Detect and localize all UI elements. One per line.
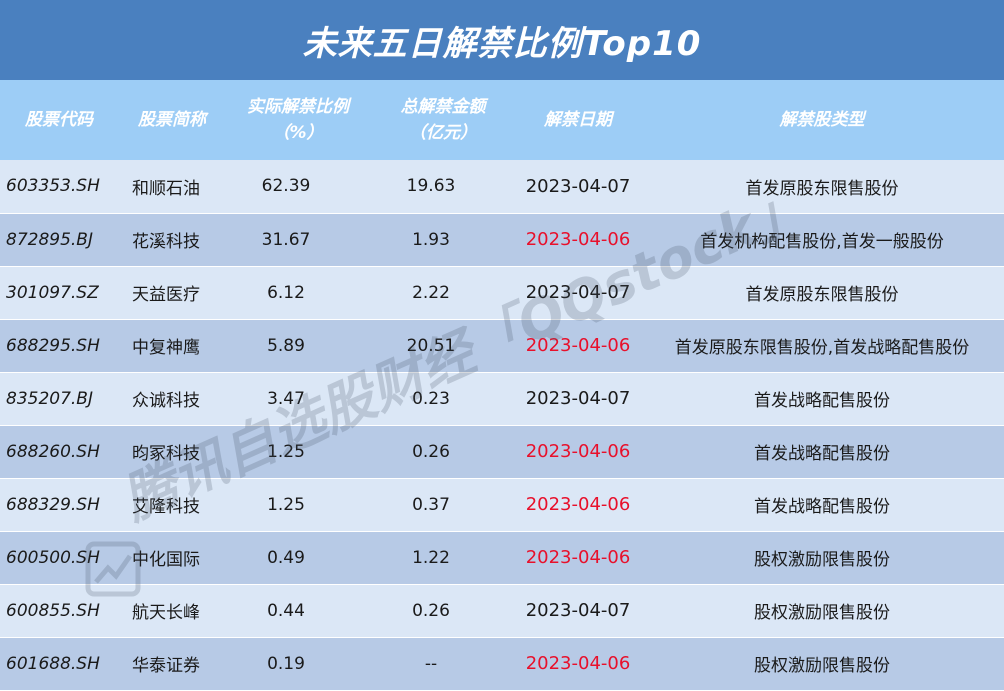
cell-unlock-amount: 20.51 [370, 318, 516, 372]
cell-unlock-type: 股权激励限售股份 [640, 583, 1004, 637]
header-amount: 总解禁金额 （亿元） [400, 97, 486, 143]
header-name: 股票简称 [138, 110, 206, 130]
cell-stock-name: 昀冢科技 [118, 424, 226, 478]
cell-unlock-amount: 2.22 [370, 265, 516, 319]
cell-unlock-type: 股权激励限售股份 [640, 530, 1004, 584]
table-row: 600500.SH 中化国际 0.49 1.22 2023-04-06 股权激励限售股份 [0, 530, 1004, 584]
cell-unlock-ratio: 6.12 [226, 265, 370, 319]
header-type: 解禁股类型 [779, 110, 865, 130]
cell-unlock-type: 首发战略配售股份 [640, 371, 1004, 425]
header-date: 解禁日期 [544, 110, 612, 130]
cell-stock-code: 600855.SH [0, 583, 118, 637]
table-row: 301097.SZ 天益医疗 6.12 2.22 2023-04-07 首发原股东限售股份 [0, 265, 1004, 319]
cell-unlock-date: 2023-04-07 [525, 175, 631, 197]
table-header-row: 股票代码 股票简称 实际解禁比例 （%） 总解禁金额 （亿元） 解禁日期 解禁股类型 [0, 80, 1004, 160]
cell-stock-code: 301097.SZ [0, 265, 118, 319]
cell-unlock-ratio: 0.44 [226, 583, 370, 637]
table-row: 688260.SH 昀冢科技 1.25 0.26 2023-04-06 首发战略配售股份 [0, 424, 1004, 478]
cell-stock-name: 中化国际 [118, 530, 226, 584]
cell-unlock-ratio: 1.25 [226, 424, 370, 478]
table-row: 603353.SH 和顺石油 62.39 19.63 2023-04-07 首发原股东限售… [0, 160, 1004, 213]
cell-unlock-date: 2023-04-06 [516, 477, 640, 531]
cell-stock-code: 872895.BJ [0, 212, 118, 266]
header-code: 股票代码 [25, 110, 93, 130]
cell-unlock-type: 首发机构配售股份,首发一般股份 [640, 212, 1004, 266]
cell-unlock-type: 首发战略配售股份 [640, 424, 1004, 478]
cell-unlock-ratio: 1.25 [226, 477, 370, 531]
cell-unlock-date: 2023-04-07 [516, 265, 640, 319]
cell-unlock-amount: 0.26 [370, 424, 516, 478]
cell-stock-code: 688295.SH [0, 318, 118, 372]
cell-unlock-ratio: 31.67 [226, 212, 370, 266]
cell-unlock-date: 2023-04-07 [516, 583, 640, 637]
cell-unlock-type: 首发原股东限售股份 [745, 178, 899, 199]
table-row: 872895.BJ 花溪科技 31.67 1.93 2023-04-06 首发机构配售股份… [0, 212, 1004, 266]
cell-unlock-type: 股权激励限售股份 [640, 636, 1004, 690]
cell-stock-name: 中复神鹰 [118, 318, 226, 372]
cell-stock-name: 艾隆科技 [118, 477, 226, 531]
cell-stock-name: 天益医疗 [118, 265, 226, 319]
cell-unlock-ratio: 62.39 [261, 176, 311, 197]
cell-unlock-amount: 0.26 [370, 583, 516, 637]
cell-stock-name: 众诚科技 [118, 371, 226, 425]
cell-stock-code: 603353.SH [6, 176, 100, 197]
table-row: 688329.SH 艾隆科技 1.25 0.37 2023-04-06 首发战略配售股份 [0, 477, 1004, 531]
header-ratio: 实际解禁比例 （%） [247, 97, 349, 143]
cell-unlock-ratio: 5.89 [226, 318, 370, 372]
cell-unlock-type: 首发战略配售股份 [640, 477, 1004, 531]
cell-unlock-ratio: 0.19 [226, 636, 370, 690]
cell-unlock-amount: 0.23 [370, 371, 516, 425]
cell-stock-name: 花溪科技 [118, 212, 226, 266]
cell-unlock-date: 2023-04-06 [516, 318, 640, 372]
cell-unlock-amount: 0.37 [370, 477, 516, 531]
cell-unlock-date: 2023-04-06 [516, 212, 640, 266]
cell-stock-code: 835207.BJ [0, 371, 118, 425]
cell-stock-name: 华泰证券 [118, 636, 226, 690]
cell-unlock-date: 2023-04-06 [516, 424, 640, 478]
cell-stock-code: 600500.SH [0, 530, 118, 584]
cell-stock-name: 航天长峰 [118, 583, 226, 637]
cell-unlock-date: 2023-04-06 [516, 636, 640, 690]
table-row: 600855.SH 航天长峰 0.44 0.26 2023-04-07 股权激励限售股份 [0, 583, 1004, 637]
cell-unlock-date: 2023-04-07 [516, 371, 640, 425]
cell-unlock-amount: 19.63 [406, 176, 456, 197]
cell-unlock-type: 首发原股东限售股份 [640, 265, 1004, 319]
cell-stock-code: 688260.SH [0, 424, 118, 478]
cell-unlock-date: 2023-04-06 [516, 530, 640, 584]
cell-stock-name: 和顺石油 [132, 178, 200, 199]
cell-unlock-amount: 1.22 [370, 530, 516, 584]
cell-unlock-type: 首发原股东限售股份,首发战略配售股份 [640, 318, 1004, 372]
table-row: 688295.SH 中复神鹰 5.89 20.51 2023-04-06 首发原股东限售股… [0, 318, 1004, 372]
cell-stock-code: 688329.SH [0, 477, 118, 531]
table-row: 835207.BJ 众诚科技 3.47 0.23 2023-04-07 首发战略配售股份 [0, 371, 1004, 425]
table-row: 601688.SH 华泰证券 0.19 -- 2023-04-06 股权激励限售股份 [0, 636, 1004, 690]
cell-unlock-amount: 1.93 [370, 212, 516, 266]
unlock-ratio-table: 股票代码 股票简称 实际解禁比例 （%） 总解禁金额 （亿元） 解禁日期 解禁股类型… [0, 80, 1004, 690]
cell-unlock-ratio: 3.47 [226, 371, 370, 425]
cell-stock-code: 601688.SH [0, 636, 118, 690]
page-title: 未来五日解禁比例Top10 [0, 0, 1004, 80]
cell-unlock-ratio: 0.49 [226, 530, 370, 584]
cell-unlock-amount: -- [370, 636, 516, 690]
